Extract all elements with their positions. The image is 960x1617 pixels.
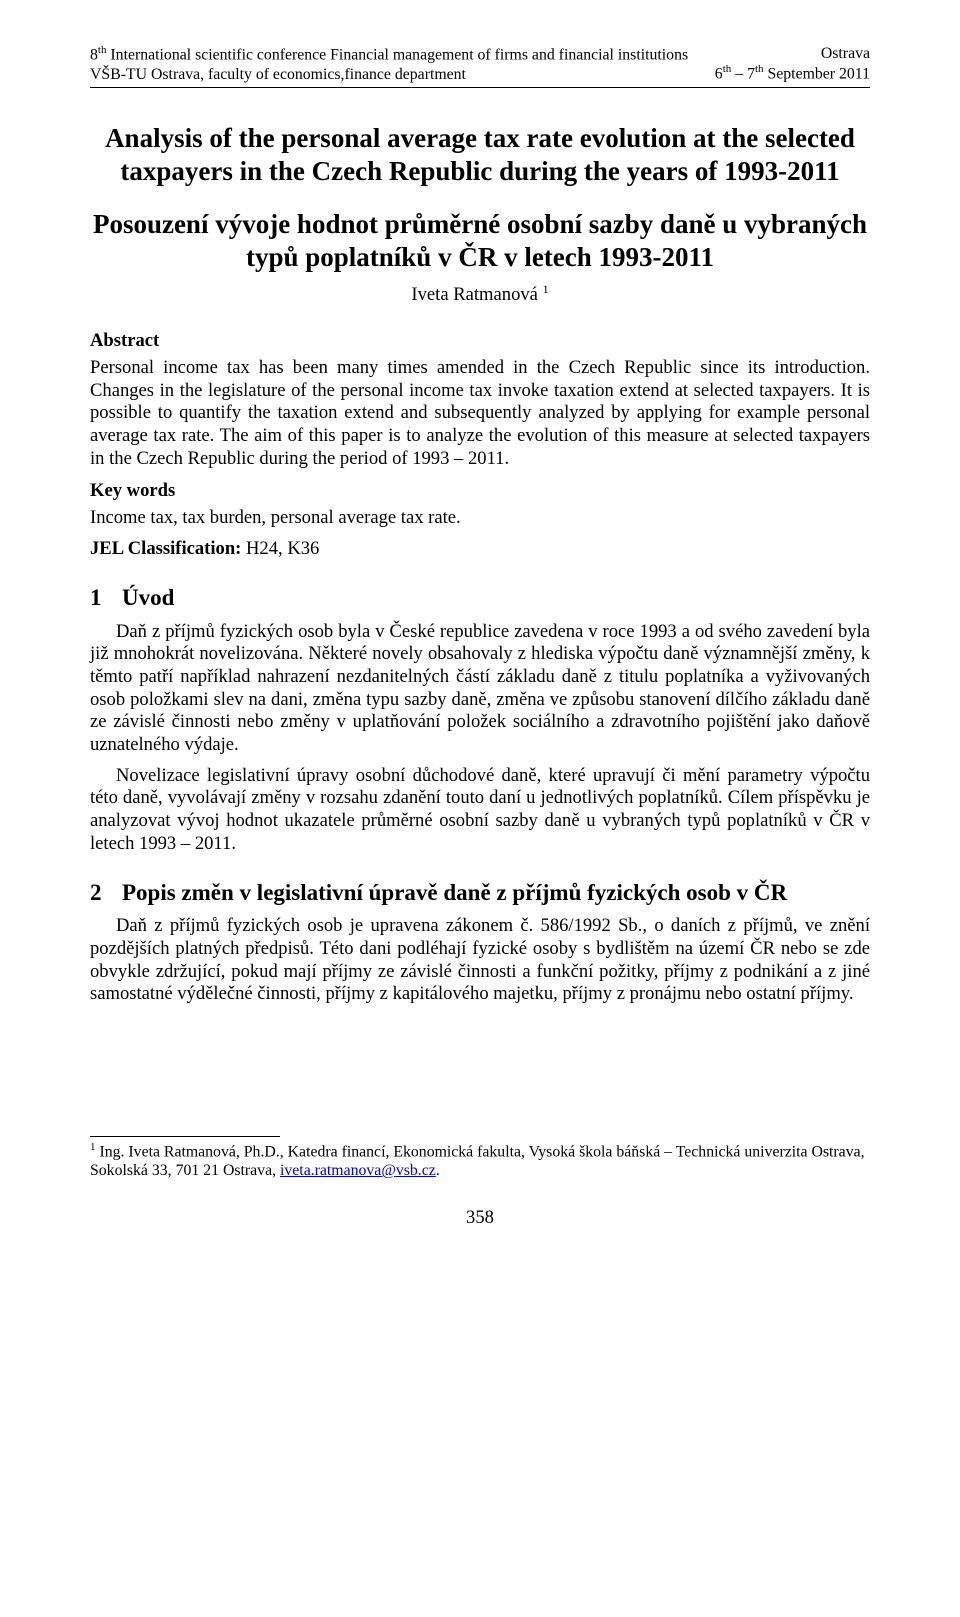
jel-value: H24, K36 [246, 538, 319, 559]
header-right-line2: 6th – 7th September 2011 [715, 63, 870, 84]
section-1-title: Úvod [122, 585, 174, 610]
author-name: Iveta Ratmanová [411, 284, 542, 305]
keywords-text: Income tax, tax burden, personal average… [90, 507, 870, 530]
author-line: Iveta Ratmanová 1 [90, 282, 870, 307]
header-right-line1: Ostrava [715, 44, 870, 63]
section-1-para-1: Daň z příjmů fyzických osob byla v České… [90, 621, 870, 757]
header-right: Ostrava 6th – 7th September 2011 [715, 44, 870, 84]
footnote-rule [90, 1136, 280, 1137]
section-2-para-1: Daň z příjmů fyzických osob je upravena … [90, 915, 870, 1006]
header-left-line1: 8th International scientific conference … [90, 44, 688, 65]
title-english: Analysis of the personal average tax rat… [90, 122, 870, 188]
header-date-sup1: th [723, 63, 732, 75]
header-left-line2: VŠB-TU Ostrava, faculty of economics,fin… [90, 65, 688, 84]
section-1-number: 1 [90, 584, 122, 612]
section-1-heading: 1Úvod [90, 584, 870, 612]
page-number: 358 [90, 1207, 870, 1230]
footnote-1: 1 Ing. Iveta Ratmanová, Ph.D., Katedra f… [90, 1141, 870, 1181]
author-affil-sup: 1 [543, 282, 549, 296]
section-2-heading: 2Popis změn v legislativní úpravě daně z… [90, 879, 870, 907]
section-1-para-2: Novelizace legislativní úpravy osobní dů… [90, 765, 870, 856]
header-date-mid: – 7 [731, 66, 755, 83]
running-header: 8 th International scientific conference … [90, 44, 870, 84]
header-left: 8th International scientific conference … [90, 44, 688, 84]
abstract-heading: Abstract [90, 330, 870, 353]
section-2-number: 2 [90, 879, 122, 907]
footnote-email-link[interactable]: iveta.ratmanova@vsb.cz [280, 1162, 436, 1179]
header-ord-pre: 8 [90, 46, 98, 63]
header-conf-title: International scientific conference Fina… [106, 46, 688, 63]
section-2-title: Popis změn v legislativní úpravě daně z … [122, 880, 787, 905]
title-czech: Posouzení vývoje hodnot průměrné osobní … [90, 208, 870, 274]
footnote-text-pre: Ing. Iveta Ratmanová, Ph.D., Katedra fin… [90, 1143, 865, 1179]
header-rule [90, 87, 870, 88]
footnote-text-post: . [436, 1162, 440, 1179]
abstract-text: Personal income tax has been many times … [90, 357, 870, 470]
keywords-heading: Key words [90, 480, 870, 503]
jel-label: JEL Classification: [90, 538, 246, 559]
header-date-sup2: th [755, 63, 764, 75]
header-date-rest: September 2011 [764, 66, 870, 83]
header-date-pre: 6 [715, 66, 723, 83]
jel-line: JEL Classification: H24, K36 [90, 538, 870, 561]
